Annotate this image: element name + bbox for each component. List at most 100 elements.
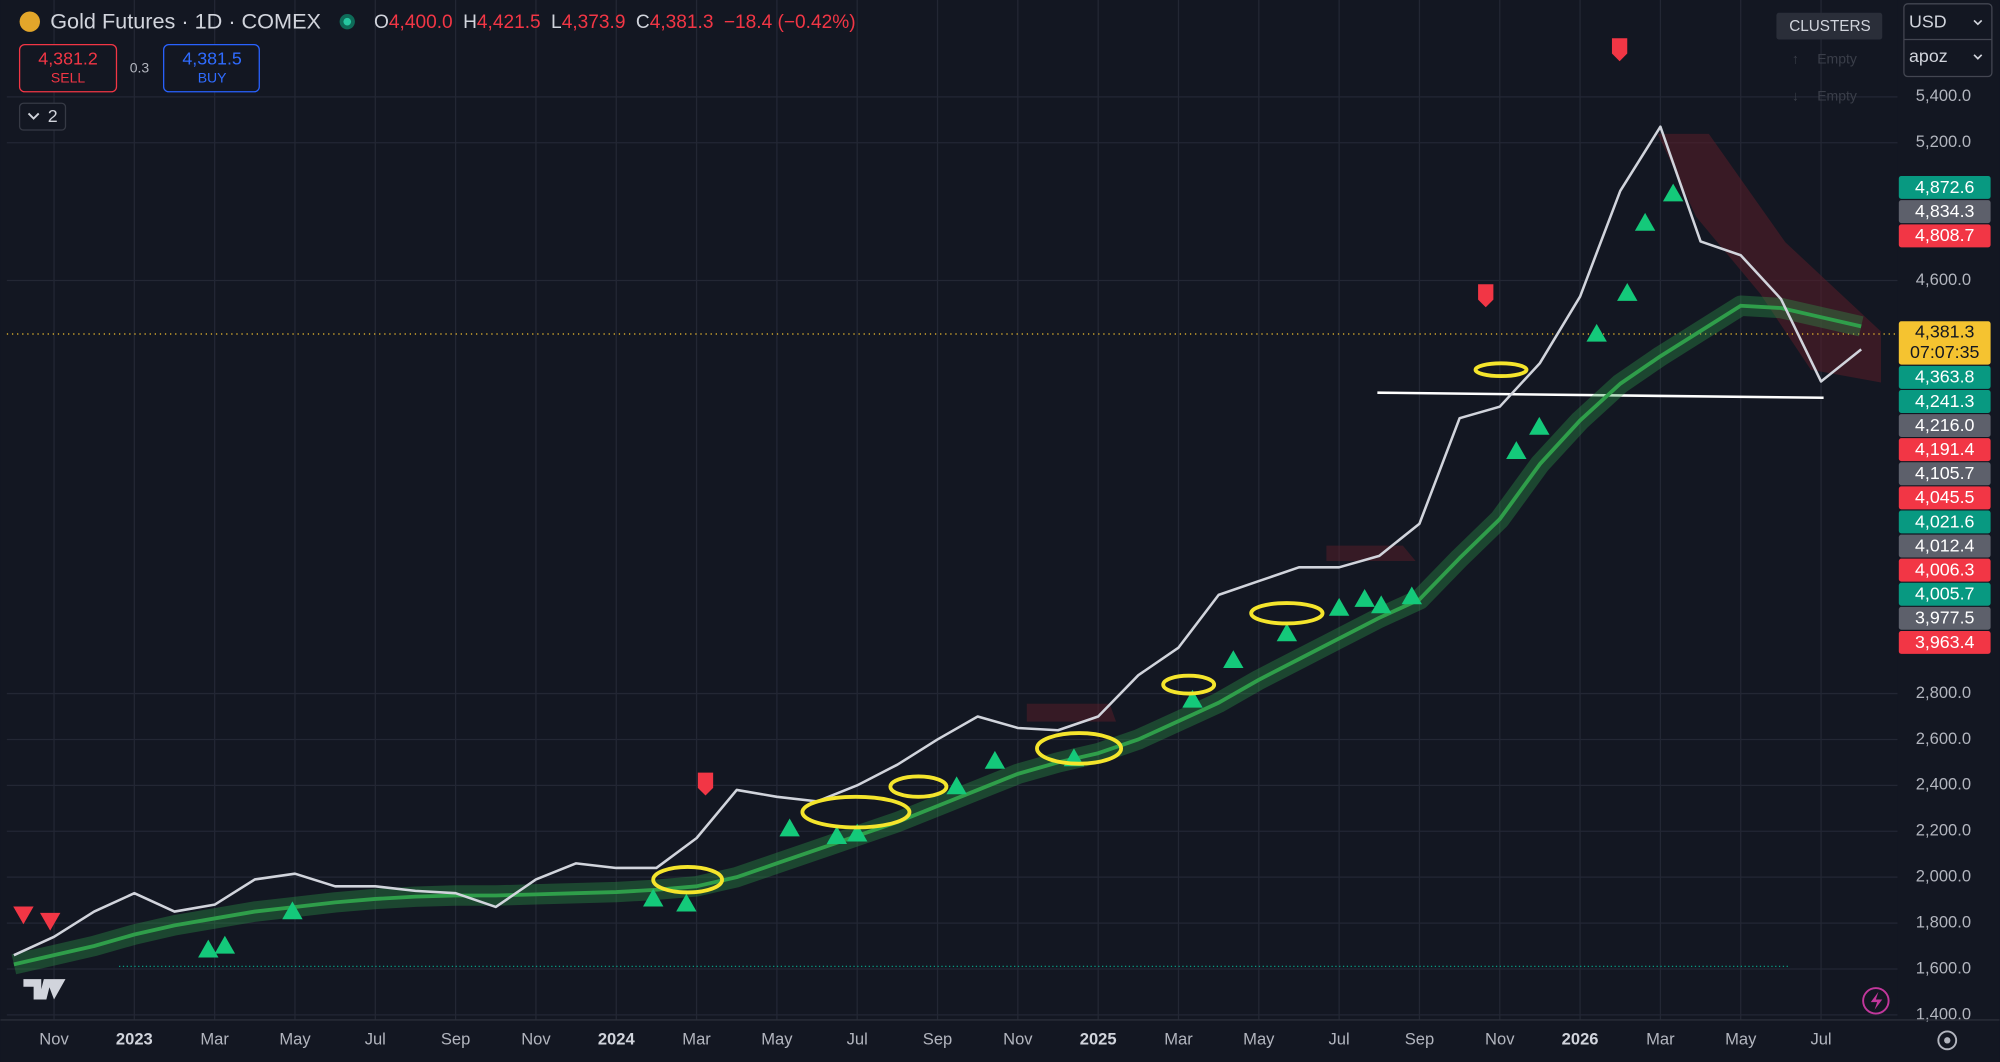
- zone-ring: [888, 774, 949, 799]
- sell-flag: [697, 772, 714, 796]
- price-label: 4,216.0: [1915, 415, 1975, 435]
- symbol-icon: [19, 11, 40, 32]
- price-label: 4,363.8: [1915, 367, 1975, 387]
- buy-signal: [676, 893, 697, 912]
- countdown: 07:07:35: [1910, 342, 1979, 362]
- y-tick-label: 2,200.0: [1916, 821, 1971, 840]
- x-tick-label: May: [761, 1030, 793, 1049]
- price-label: 4,005.7: [1915, 584, 1975, 604]
- current-price: 4,381.3: [1915, 321, 1975, 341]
- price-label-bg: [1898, 321, 1991, 365]
- down-arrow: ↓: [1792, 88, 1799, 104]
- x-tick-label: Mar: [682, 1030, 711, 1049]
- high-label: H: [463, 12, 477, 33]
- buy-signal: [779, 818, 800, 837]
- y-tick-label: 2,800.0: [1916, 683, 1971, 702]
- y-tick-label: 1,800.0: [1916, 912, 1971, 931]
- price-label-bg: [1898, 462, 1991, 486]
- x-tick-label: Jul: [1810, 1030, 1831, 1049]
- up-cluster: Empty: [1817, 51, 1857, 67]
- collapse-button[interactable]: [18, 102, 67, 131]
- buy-signal: [1662, 183, 1684, 202]
- x-tick-label: May: [1243, 1030, 1275, 1049]
- price-label: 4,012.4: [1915, 535, 1975, 555]
- grid: [6, 0, 1898, 1020]
- sell-button[interactable]: [18, 43, 118, 93]
- buy-signal: [984, 750, 1006, 769]
- y-tick-label: 4,600.0: [1916, 270, 1971, 289]
- price-label: 4,241.3: [1915, 391, 1975, 411]
- settings-dot: [1944, 1037, 1951, 1044]
- x-tick-label: May: [1725, 1030, 1757, 1049]
- price-label: 4,006.3: [1915, 559, 1975, 579]
- buy-signal: [1370, 595, 1392, 614]
- buy-signal: [1354, 589, 1375, 607]
- low: 4,373.9: [562, 12, 626, 33]
- buy-signal: [1182, 689, 1203, 708]
- x-tick-label: Jul: [1329, 1030, 1350, 1049]
- buy-signal: [946, 776, 967, 795]
- chevron: [27, 112, 40, 120]
- signals: [13, 38, 1684, 958]
- plot: [11, 125, 1864, 975]
- x-tick-label: 2023: [116, 1030, 153, 1049]
- zone-ring: [1161, 673, 1217, 696]
- close-label: C: [636, 12, 650, 33]
- sell-flag: [1611, 38, 1628, 62]
- y-axis: 1,400.0 1,600.0 1,800.0 2,000.0 2,200.0 2,400…: [1916, 86, 1971, 1023]
- price-label: 4,045.5: [1915, 487, 1975, 507]
- up-arrow: ↑: [1792, 51, 1799, 67]
- x-tick-label: Sep: [1405, 1030, 1434, 1049]
- sell-flag: [1478, 284, 1494, 308]
- price-labels: 4,872.6 4,834.3 4,808.7 4,381.307:07:35 4,36…: [1898, 175, 1991, 654]
- x-tick-label: 2025: [1080, 1030, 1117, 1049]
- price-label-bg: [1898, 175, 1991, 199]
- buy-signal: [1506, 441, 1527, 459]
- buy-signal: [1401, 586, 1422, 605]
- zone-ring: [800, 794, 912, 830]
- zone-ring: [1473, 361, 1529, 379]
- price-label-bg: [1898, 224, 1991, 248]
- low-label: L: [551, 12, 562, 33]
- sell-signal: [13, 906, 34, 925]
- lightning-icon: [1870, 991, 1883, 1010]
- x-tick-label: Mar: [1646, 1030, 1675, 1049]
- y-tick-label: 2,600.0: [1916, 729, 1971, 748]
- buy-button[interactable]: [163, 43, 260, 93]
- buy-signal: [1529, 416, 1550, 435]
- y-tick-label: 5,200.0: [1916, 132, 1971, 151]
- layers-count: 2: [48, 106, 58, 126]
- buy-signal: [643, 888, 664, 907]
- price-label: 3,977.5: [1915, 608, 1975, 628]
- price-label: 4,021.6: [1915, 511, 1975, 531]
- account: apoz: [1909, 46, 1948, 66]
- symbol[interactable]: Gold Futures · 1D · COMEX: [50, 9, 321, 34]
- resistance-cloud: [1657, 133, 1881, 383]
- ohlc: O4,400.0 H4,421.5 L4,373.9 C4,381.3 −18.…: [374, 12, 856, 33]
- y-tick-label: 2,000.0: [1916, 867, 1971, 886]
- x-tick-label: Nov: [1003, 1030, 1033, 1049]
- chevrons: [1973, 19, 1983, 60]
- price-label: 3,963.4: [1915, 632, 1975, 652]
- y-tick-label: 1,400.0: [1916, 1004, 1971, 1023]
- spread: 0.3: [130, 60, 150, 76]
- clusters-button[interactable]: [1776, 12, 1883, 40]
- price-label: 4,105.7: [1915, 463, 1975, 483]
- change: −18.4 (−0.42%): [724, 12, 856, 33]
- logo: [23, 979, 66, 1000]
- currency: USD: [1909, 12, 1947, 32]
- buy-signal: [214, 935, 236, 954]
- x-tick-label: Nov: [39, 1030, 69, 1049]
- buy-price: 4,381.5: [182, 49, 242, 69]
- level-line: [1377, 391, 1824, 400]
- settings-button[interactable]: [1937, 1030, 1958, 1051]
- price-label-bg: [1898, 534, 1991, 558]
- sell-price: 4,381.2: [38, 49, 98, 69]
- buy-signal: [198, 939, 219, 958]
- sell-signal: [39, 912, 61, 931]
- x-axis: Nov 2023 Mar May Jul Sep Nov 2024 Mar May Jul Sep No…: [39, 1030, 1831, 1049]
- series-line: [13, 125, 1862, 957]
- lightning-button[interactable]: [1862, 987, 1890, 1015]
- y-tick-label: 5,400.0: [1916, 86, 1971, 105]
- x-tick-label: Sep: [923, 1030, 952, 1049]
